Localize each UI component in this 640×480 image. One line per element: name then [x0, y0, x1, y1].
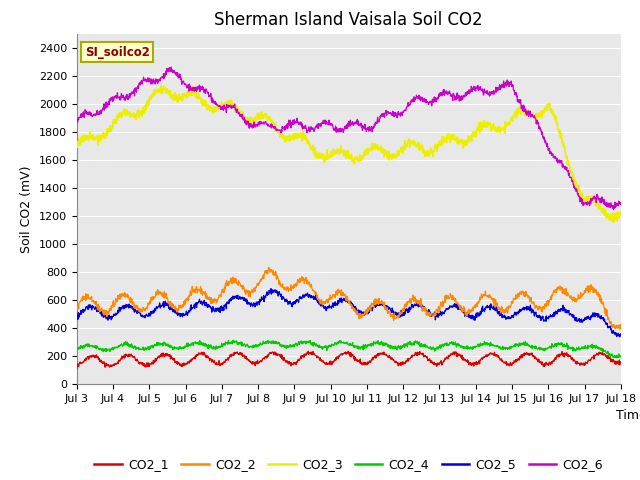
Y-axis label: Soil CO2 (mV): Soil CO2 (mV) [20, 165, 33, 252]
Text: SI_soilco2: SI_soilco2 [85, 46, 150, 59]
X-axis label: Time: Time [616, 408, 640, 421]
Legend: CO2_1, CO2_2, CO2_3, CO2_4, CO2_5, CO2_6: CO2_1, CO2_2, CO2_3, CO2_4, CO2_5, CO2_6 [90, 453, 608, 476]
Title: Sherman Island Vaisala Soil CO2: Sherman Island Vaisala Soil CO2 [214, 11, 483, 29]
